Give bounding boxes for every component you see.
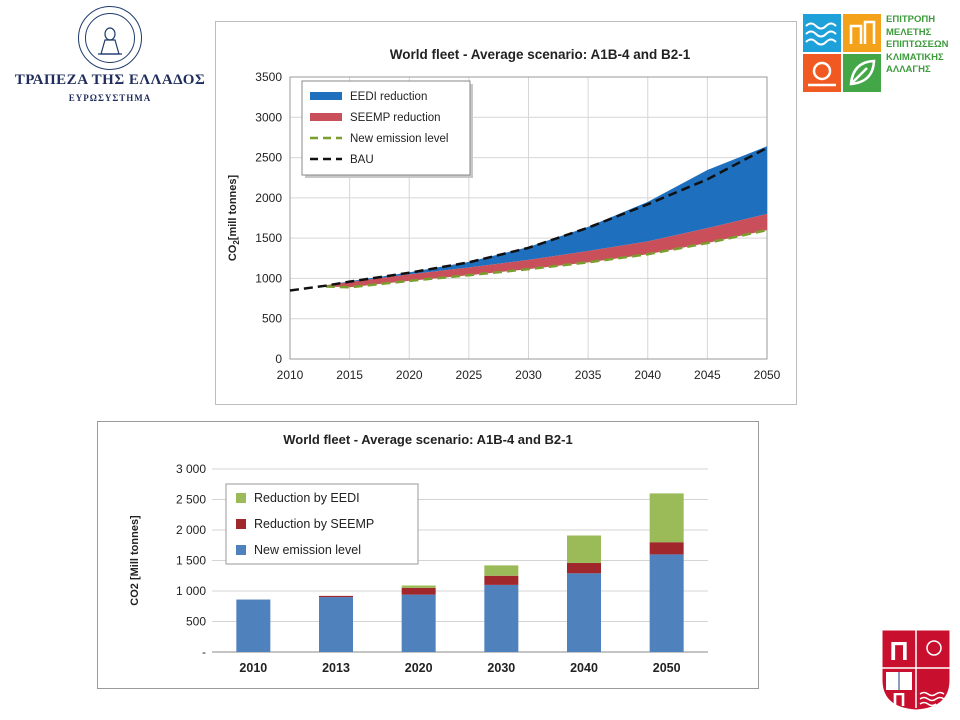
y-tick-label: 2 500 <box>176 493 206 507</box>
y-tick-label: - <box>202 645 206 659</box>
y-tick-label: 3 000 <box>176 462 206 476</box>
committee-logo-icon <box>803 14 881 92</box>
bar-segment <box>567 535 601 563</box>
x-tick-label: 2030 <box>515 368 542 382</box>
bar-segment <box>401 594 436 652</box>
bar-chart-frame: World fleet - Average scenario: A1B-4 an… <box>97 421 759 689</box>
bank-seal-inner-ring <box>85 13 135 63</box>
y-tick-label: 500 <box>262 312 282 326</box>
legend-label: BAU <box>350 154 374 166</box>
committee-tile-water <box>803 14 841 52</box>
committee-tile-building <box>843 14 881 52</box>
university-letter: Π <box>890 636 909 666</box>
bar-segment <box>319 595 353 598</box>
x-tick-label: 2040 <box>634 368 661 382</box>
legend-label: Reduction by SEEMP <box>254 517 374 531</box>
seemp-reduction-area <box>325 213 767 288</box>
x-tick-label: 2045 <box>694 368 721 382</box>
y-tick-label: 500 <box>186 615 206 629</box>
y-tick-label: 1 000 <box>176 584 206 598</box>
committee-line: ΕΠΙΠΤΩΣΕΩΝ <box>886 39 949 51</box>
committee-name: ΕΠΙΤΡΟΠΗ ΜΕΛΕΤΗΣ ΕΠΙΠΤΩΣΕΩΝ ΚΛΙΜΑΤΙΚΗΣ Α… <box>886 14 960 77</box>
legend-label: SEEMP reduction <box>350 112 441 124</box>
y-tick-label: 1 500 <box>176 554 206 568</box>
x-tick-label: 2050 <box>754 368 781 382</box>
bar-segment <box>484 584 519 652</box>
legend-swatch <box>236 545 246 555</box>
university-letter: Π <box>893 690 906 710</box>
seal-figure-icon <box>98 27 122 55</box>
committee-line: ΚΛΙΜΑΤΙΚΗΣ <box>886 51 944 63</box>
legend-swatch <box>236 493 246 503</box>
committee-line: ΜΕΛΕΤΗΣ <box>886 26 932 38</box>
eedi-reduction-area <box>325 146 767 286</box>
legend-swatch <box>236 519 246 529</box>
bar-segment <box>649 493 684 543</box>
area-chart: World fleet - Average scenario: A1B-4 an… <box>227 47 781 382</box>
y-axis-label: CO2 [Mill tonnes] <box>129 515 141 606</box>
legend-label: New emission level <box>254 543 361 557</box>
bar-segment <box>649 554 684 652</box>
y-tick-label: 2 000 <box>176 523 206 537</box>
x-tick-label: 2040 <box>570 661 598 675</box>
x-tick-label: 2010 <box>239 661 267 675</box>
area-chart-frame: World fleet - Average scenario: A1B-4 an… <box>215 21 797 405</box>
legend-swatch <box>310 113 342 121</box>
legend-label: EEDI reduction <box>350 91 427 103</box>
committee-line: ΑΛΛΑΓΗΣ <box>886 64 931 76</box>
legend-label: New emission level <box>350 133 448 145</box>
x-tick-label: 2050 <box>653 661 681 675</box>
y-tick-label: 0 <box>275 352 282 366</box>
bar-segment <box>236 599 271 652</box>
bar-segment <box>484 575 519 585</box>
x-tick-label: 2020 <box>396 368 423 382</box>
bank-name: ΤΡΑΠΕΖΑ ΤΗΣ ΕΛΛΑΔΟΣ <box>14 72 206 88</box>
y-tick-label: 1000 <box>255 271 282 285</box>
bar-segment <box>319 597 353 652</box>
legend-box <box>225 483 419 565</box>
y-tick-label: 2000 <box>255 191 282 205</box>
bar-segment <box>567 562 601 574</box>
legend-label: Reduction by EEDI <box>254 491 360 505</box>
bar-chart: World fleet - Average scenario: A1B-4 an… <box>129 432 708 675</box>
y-tick-label: 2500 <box>255 151 282 165</box>
bar-segment <box>401 585 436 588</box>
chart-title: World fleet - Average scenario: A1B-4 an… <box>390 47 691 62</box>
committee-tile-sun <box>803 54 841 92</box>
x-tick-label: 2025 <box>456 368 483 382</box>
y-tick-label: 1500 <box>255 231 282 245</box>
bank-subtitle: ΕΥΡΩΣΥΣΤΗΜΑ <box>68 93 152 103</box>
bar-segment <box>484 565 519 576</box>
y-axis-label: CO2[mill tonnes] <box>227 174 241 261</box>
chart-title: World fleet - Average scenario: A1B-4 an… <box>283 432 572 447</box>
x-tick-label: 2020 <box>405 661 433 675</box>
y-tick-label: 3000 <box>255 110 282 124</box>
committee-tile-leaf <box>843 54 881 92</box>
x-tick-label: 2035 <box>575 368 602 382</box>
bank-seal-icon <box>78 6 142 70</box>
bau-line <box>289 146 768 292</box>
bar-segment <box>401 587 436 595</box>
new-emission-line <box>325 228 768 289</box>
x-tick-label: 2010 <box>277 368 304 382</box>
x-tick-label: 2030 <box>487 661 515 675</box>
university-logo-icon: Π Π <box>880 628 952 712</box>
bar-segment <box>649 542 684 555</box>
x-tick-label: 2013 <box>322 661 350 675</box>
bar-segment <box>567 573 601 652</box>
y-tick-label: 3500 <box>255 70 282 84</box>
committee-line: ΕΠΙΤΡΟΠΗ <box>886 14 936 25</box>
x-tick-label: 2015 <box>336 368 363 382</box>
legend-swatch <box>310 92 342 100</box>
